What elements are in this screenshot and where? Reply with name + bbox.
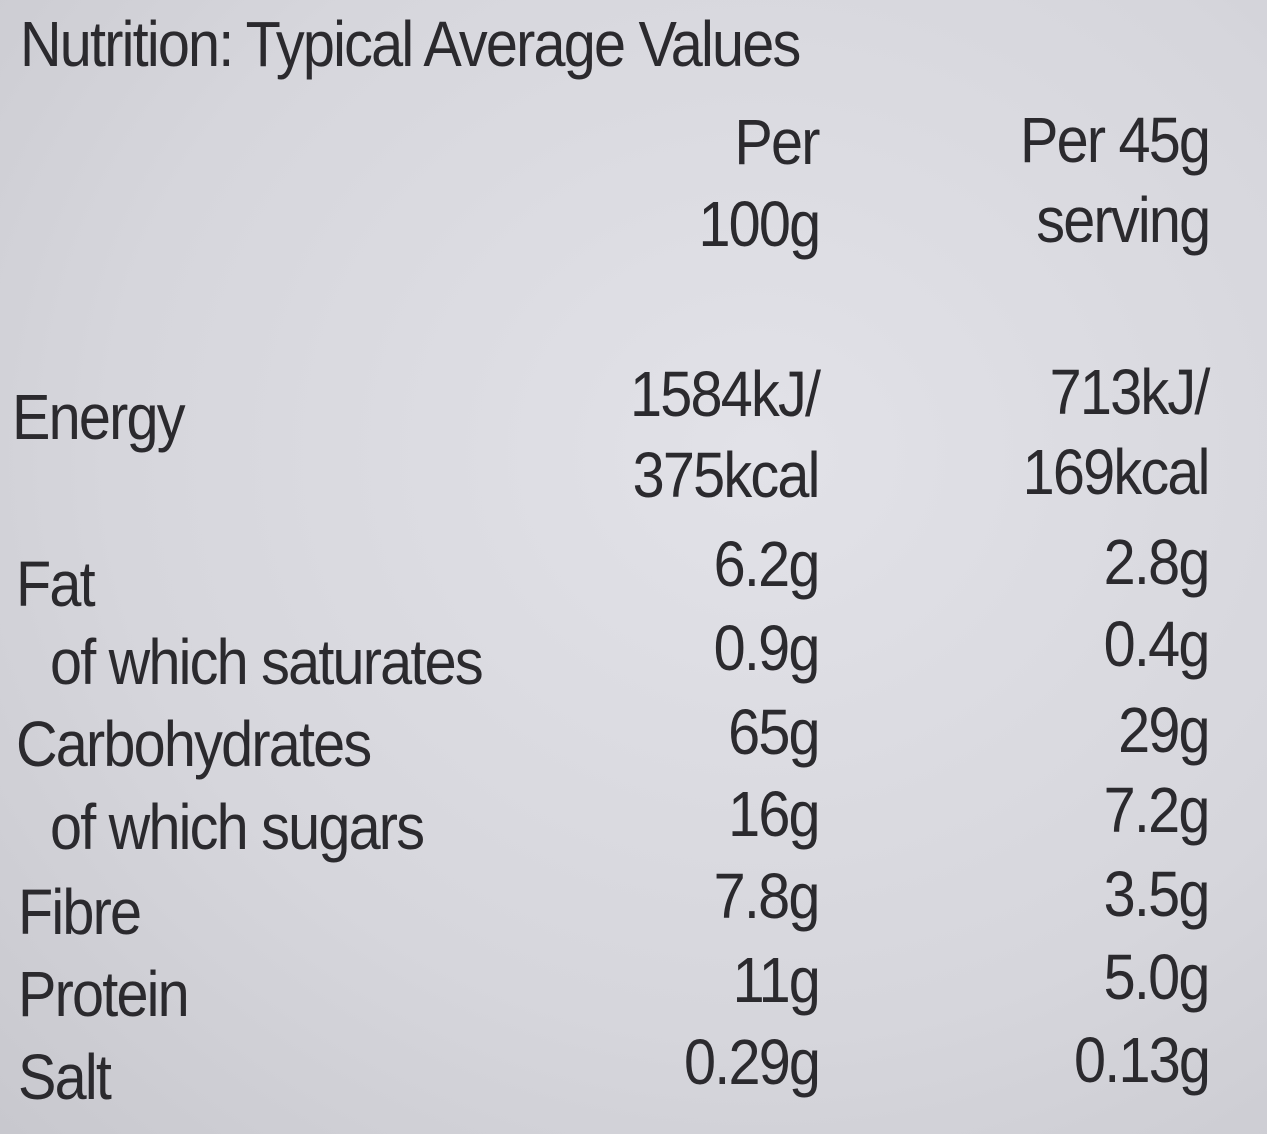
energy-per100-kcal: 375kcal bbox=[633, 439, 821, 511]
salt-per100: 0.29g bbox=[683, 1026, 821, 1098]
row-label-salt: Salt bbox=[18, 1041, 112, 1113]
row-label-saturates: of which saturates bbox=[50, 626, 484, 698]
sugars-serving: 7.2g bbox=[1104, 774, 1211, 846]
row-label-energy: Energy bbox=[12, 381, 186, 453]
energy-serving-kcal: 169kcal bbox=[1023, 436, 1211, 508]
fibre-serving: 3.5g bbox=[1104, 858, 1211, 930]
sugars-per100: 16g bbox=[728, 778, 820, 850]
carbohydrates-serving: 29g bbox=[1118, 694, 1210, 766]
fibre-per100: 7.8g bbox=[714, 860, 821, 932]
col-header-serving: Per 45g bbox=[1019, 104, 1211, 176]
col-header-serving-unit: serving bbox=[1035, 184, 1211, 256]
row-label-protein: Protein bbox=[18, 958, 190, 1030]
protein-per100: 11g bbox=[732, 944, 821, 1016]
saturates-per100: 0.9g bbox=[714, 612, 821, 684]
fat-serving: 2.8g bbox=[1104, 526, 1211, 598]
carbohydrates-per100: 65g bbox=[728, 696, 820, 768]
energy-per100-kj: 1584kJ/ bbox=[629, 358, 821, 430]
salt-serving: 0.13g bbox=[1073, 1024, 1211, 1096]
row-label-sugars: of which sugars bbox=[50, 791, 425, 863]
row-label-carbohydrates: Carbohydrates bbox=[16, 708, 372, 780]
col-header-per100: Per bbox=[734, 106, 821, 178]
col-header-per100-unit: 100g bbox=[698, 188, 821, 260]
saturates-serving: 0.4g bbox=[1104, 608, 1211, 680]
fat-per100: 6.2g bbox=[714, 528, 821, 600]
table-title: Nutrition: Typical Average Values bbox=[20, 8, 801, 80]
row-label-fat: Fat bbox=[16, 548, 96, 620]
protein-serving: 5.0g bbox=[1104, 941, 1211, 1013]
row-label-fibre: Fibre bbox=[18, 876, 142, 948]
energy-serving-kj: 713kJ/ bbox=[1050, 356, 1211, 428]
